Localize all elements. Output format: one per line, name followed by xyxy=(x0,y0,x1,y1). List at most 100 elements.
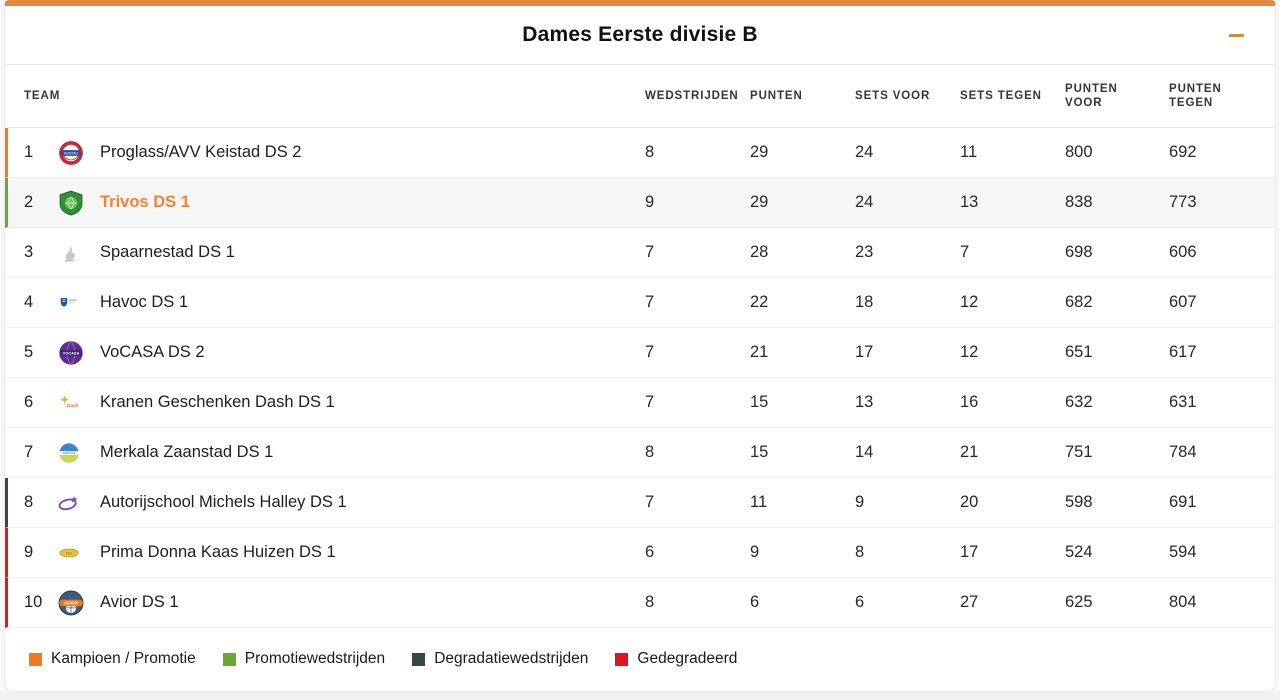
cell-sets-voor: 24 xyxy=(855,143,874,161)
spaarnestad-club-logo-icon xyxy=(58,242,96,264)
column-header-team: TEAM xyxy=(24,89,61,102)
team-name[interactable]: Trivos DS 1 xyxy=(100,193,190,211)
cell-sets-tegen: 21 xyxy=(960,443,979,461)
cell-punten-voor: 800 xyxy=(1065,143,1093,161)
team-name[interactable]: Autorijschool Michels Halley DS 1 xyxy=(100,493,347,511)
table-row[interactable]: 4 Havoc DS 1 7 22 18 12 682 607 xyxy=(5,278,1275,328)
prima-donna-club-logo-icon: PDK xyxy=(58,542,96,564)
svg-text:ZAANSTAD: ZAANSTAD xyxy=(63,451,76,454)
cell-punten: 6 xyxy=(750,593,760,611)
cell-punten-voor: 632 xyxy=(1065,393,1093,411)
column-header-punten: PUNTEN xyxy=(750,89,803,102)
team-name[interactable]: Proglass/AVV Keistad DS 2 xyxy=(100,143,302,161)
table-header-row: TEAM WEDSTRIJDEN PUNTEN SETS VOOR SETS T… xyxy=(5,65,1275,128)
column-header-wedstrijden: WEDSTRIJDEN xyxy=(645,89,739,102)
cell-sets-voor: 17 xyxy=(855,343,874,361)
legend-item-kampioen: Kampioen / Promotie xyxy=(29,650,196,668)
legend-label: Degradatiewedstrijden xyxy=(434,650,589,667)
cell-punten: 15 xyxy=(750,443,769,461)
column-header-sets-voor: SETS VOOR xyxy=(855,89,931,102)
team-name[interactable]: Prima Donna Kaas Huizen DS 1 xyxy=(100,543,336,561)
cell-sets-tegen: 12 xyxy=(960,343,979,361)
legend-item-promotiewedstrijden: Promotiewedstrijden xyxy=(222,650,386,668)
page-title: Dames Eerste divisie B xyxy=(522,23,758,46)
cell-sets-voor: 18 xyxy=(855,293,874,311)
cell-punten: 15 xyxy=(750,393,769,411)
cell-wedstrijden: 7 xyxy=(645,343,655,361)
cell-punten: 29 xyxy=(750,143,769,161)
cell-wedstrijden: 6 xyxy=(645,543,655,561)
svg-text:VOCASA: VOCASA xyxy=(63,350,80,355)
cell-wedstrijden: 7 xyxy=(645,243,655,261)
avior-club-logo-icon: AVIOR xyxy=(58,590,96,616)
table-row[interactable]: 9 PDK Prima Donna Kaas Huizen DS 1 6 9 8… xyxy=(5,528,1275,578)
cell-punten-tegen: 631 xyxy=(1169,393,1197,411)
rank-cell: 3 xyxy=(24,243,34,261)
cell-punten-voor: 682 xyxy=(1065,293,1093,311)
cell-sets-voor: 13 xyxy=(855,393,874,411)
card-titlebar: Dames Eerste divisie B xyxy=(5,6,1275,65)
cell-punten-tegen: 617 xyxy=(1169,343,1197,361)
legend-label: Promotiewedstrijden xyxy=(244,650,386,667)
svg-text:PDK: PDK xyxy=(66,551,73,555)
rank-cell: 6 xyxy=(24,393,34,411)
cell-punten: 9 xyxy=(750,543,760,561)
cell-punten: 11 xyxy=(750,493,768,511)
cell-punten-tegen: 773 xyxy=(1169,193,1197,211)
svg-text:AVIOR: AVIOR xyxy=(64,600,79,605)
havoc-club-logo-icon xyxy=(58,292,96,314)
cell-sets-tegen: 27 xyxy=(960,593,979,611)
avv-keistad-club-logo-icon: KEISTAD xyxy=(58,140,96,166)
team-name[interactable]: VoCASA DS 2 xyxy=(100,343,205,361)
legend-label: Kampioen / Promotie xyxy=(51,650,196,667)
cell-punten: 29 xyxy=(750,193,769,211)
table-row[interactable]: 8 Autorijschool Michels Halley DS 1 7 11… xyxy=(5,478,1275,528)
legend: Kampioen / Promotie Promotiewedstrijden … xyxy=(5,628,1275,690)
cell-punten: 22 xyxy=(750,293,769,311)
rank-cell: 8 xyxy=(24,493,34,511)
cell-wedstrijden: 8 xyxy=(645,443,655,461)
team-name[interactable]: Spaarnestad DS 1 xyxy=(100,243,235,261)
cell-sets-tegen: 13 xyxy=(960,193,979,211)
table-row[interactable]: 3 Spaarnestad DS 1 7 28 23 7 698 606 xyxy=(5,228,1275,278)
cell-sets-tegen: 11 xyxy=(960,143,978,161)
team-name[interactable]: Merkala Zaanstad DS 1 xyxy=(100,443,274,461)
cell-punten-tegen: 784 xyxy=(1169,443,1197,461)
cell-sets-voor: 14 xyxy=(855,443,874,461)
minus-icon xyxy=(1228,33,1244,37)
cell-punten-voor: 838 xyxy=(1065,193,1093,211)
legend-label: Gedegradeerd xyxy=(637,650,738,667)
table-row[interactable]: 1 KEISTAD Proglass/AVV Keistad DS 2 8 29… xyxy=(5,128,1275,178)
cell-sets-tegen: 12 xyxy=(960,293,979,311)
table-row[interactable]: 7 ZAANSTAD Merkala Zaanstad DS 1 8 15 14… xyxy=(5,428,1275,478)
cell-wedstrijden: 7 xyxy=(645,493,655,511)
cell-sets-voor: 8 xyxy=(855,543,865,561)
cell-punten-tegen: 594 xyxy=(1169,543,1197,561)
column-header-punten-tegen: PUNTEN TEGEN xyxy=(1169,82,1222,109)
cell-punten-tegen: 607 xyxy=(1169,293,1197,311)
cell-punten: 28 xyxy=(750,243,769,261)
cell-punten-tegen: 606 xyxy=(1169,243,1197,261)
cell-punten-voor: 651 xyxy=(1065,343,1093,361)
cell-punten-tegen: 804 xyxy=(1169,593,1197,611)
dash-club-logo-icon: Dash xyxy=(58,392,96,414)
team-name[interactable]: Havoc DS 1 xyxy=(100,293,189,311)
cell-punten-tegen: 691 xyxy=(1169,493,1197,511)
cell-wedstrijden: 7 xyxy=(645,393,655,411)
table-row[interactable]: 10 AVIOR Avior DS 1 8 6 6 27 625 804 xyxy=(5,578,1275,628)
cell-sets-tegen: 20 xyxy=(960,493,979,511)
cell-wedstrijden: 8 xyxy=(645,593,655,611)
red-swatch-icon xyxy=(615,652,629,666)
page-bottom-strip xyxy=(0,692,1280,700)
cell-sets-voor: 23 xyxy=(855,243,874,261)
team-name[interactable]: Avior DS 1 xyxy=(100,593,179,611)
cell-wedstrijden: 7 xyxy=(645,293,655,311)
table-row[interactable]: 2 Trivos DS 1 9 29 24 13 838 773 xyxy=(5,178,1275,228)
table-row[interactable]: 5 VOCASA VoCASA DS 2 7 21 17 12 651 617 xyxy=(5,328,1275,378)
collapse-button[interactable] xyxy=(1223,22,1249,48)
table-row[interactable]: 6 Dash Kranen Geschenken Dash DS 1 7 15 … xyxy=(5,378,1275,428)
cell-punten: 21 xyxy=(750,343,769,361)
team-name[interactable]: Kranen Geschenken Dash DS 1 xyxy=(100,393,335,411)
cell-wedstrijden: 9 xyxy=(645,193,655,211)
cell-punten-voor: 698 xyxy=(1065,243,1093,261)
